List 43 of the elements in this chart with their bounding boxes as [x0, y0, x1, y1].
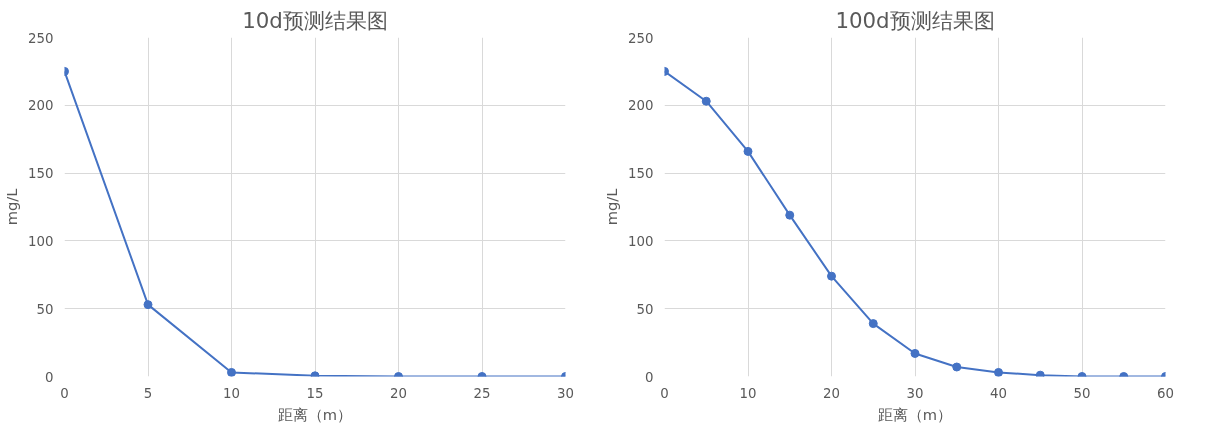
point	[701, 96, 711, 106]
point	[910, 348, 920, 358]
y-tick-label: 250	[628, 30, 654, 46]
y-tick-label: 0	[645, 369, 654, 385]
x-tick-label: 20	[823, 385, 840, 401]
x-tick-label: 30	[557, 385, 574, 401]
chart-title: 10d预测结果图	[242, 7, 388, 33]
x-tick-label: 5	[143, 385, 153, 401]
y-axis-title: mg/L	[603, 187, 621, 226]
y-tick-label: 200	[28, 98, 54, 114]
point	[785, 210, 795, 220]
y-tick-label: 100	[28, 233, 54, 249]
x-tick-label: 40	[990, 385, 1007, 401]
point	[952, 362, 962, 372]
x-axis-title: 距离（m）	[277, 405, 353, 423]
y-tick-label: 0	[45, 369, 54, 385]
y-tick-label: 150	[28, 166, 54, 182]
y-tick-label: 250	[28, 30, 54, 46]
x-tick-label: 50	[1073, 385, 1091, 401]
y-tick-label: 50	[636, 301, 654, 317]
y-tick-label: 200	[628, 98, 654, 114]
point	[868, 319, 878, 329]
x-tick-label: 0	[60, 385, 69, 401]
y-axis-title: mg/L	[3, 187, 21, 226]
point	[743, 146, 753, 156]
x-tick-label: 25	[473, 385, 491, 401]
y-tick-label: 150	[628, 166, 654, 182]
y-tick-label: 100	[628, 233, 654, 249]
point	[1035, 370, 1045, 377]
x-tick-label: 10	[739, 385, 757, 401]
x-axis-title: 距离（m）	[877, 405, 953, 423]
x-tick-label: 20	[390, 385, 407, 401]
x-tick-label: 0	[660, 385, 669, 401]
y-tick-label: 50	[36, 301, 54, 317]
point	[827, 271, 836, 281]
point	[143, 300, 153, 310]
chart-title: 100d预测结果图	[835, 7, 995, 33]
x-tick-label: 15	[306, 385, 324, 401]
x-tick-label: 30	[906, 385, 924, 401]
point	[227, 367, 236, 377]
x-tick-label: 10	[223, 385, 240, 401]
point	[994, 367, 1003, 377]
x-tick-label: 60	[1157, 385, 1174, 401]
